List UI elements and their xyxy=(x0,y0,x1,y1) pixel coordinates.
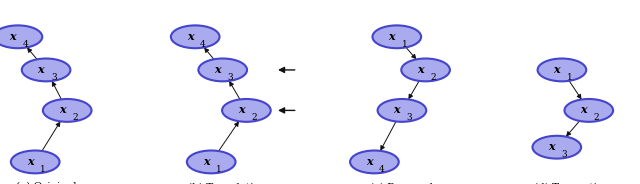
Text: x: x xyxy=(548,141,555,152)
Text: x: x xyxy=(187,31,193,42)
Ellipse shape xyxy=(378,99,426,122)
Text: (c) Reversal: (c) Reversal xyxy=(371,182,433,184)
Text: 3: 3 xyxy=(407,113,412,122)
Ellipse shape xyxy=(198,59,247,81)
Ellipse shape xyxy=(11,151,60,173)
Ellipse shape xyxy=(532,136,581,159)
Ellipse shape xyxy=(43,99,92,122)
Text: x: x xyxy=(214,64,221,75)
Text: x: x xyxy=(27,156,33,167)
Ellipse shape xyxy=(350,151,399,173)
Text: x: x xyxy=(388,31,395,42)
Text: 2: 2 xyxy=(431,73,436,82)
Text: x: x xyxy=(366,156,372,167)
Ellipse shape xyxy=(538,59,586,81)
Ellipse shape xyxy=(222,99,271,122)
Ellipse shape xyxy=(187,151,236,173)
Text: 3: 3 xyxy=(562,150,567,159)
Text: 1: 1 xyxy=(216,165,221,174)
Text: x: x xyxy=(38,64,44,75)
Text: x: x xyxy=(238,104,244,115)
Text: 1: 1 xyxy=(402,40,407,49)
Text: (d) Truncation: (d) Truncation xyxy=(534,182,609,184)
Text: 1: 1 xyxy=(567,73,572,82)
Ellipse shape xyxy=(0,25,42,48)
Ellipse shape xyxy=(22,59,70,81)
Ellipse shape xyxy=(401,59,450,81)
Ellipse shape xyxy=(372,25,421,48)
Text: 2: 2 xyxy=(252,113,257,122)
Text: 2: 2 xyxy=(72,113,77,122)
Text: x: x xyxy=(59,104,65,115)
Text: (a) Original: (a) Original xyxy=(16,182,76,184)
Text: x: x xyxy=(203,156,209,167)
Text: 4: 4 xyxy=(380,165,385,174)
Text: x: x xyxy=(417,64,424,75)
Text: 4: 4 xyxy=(200,40,205,49)
Text: x: x xyxy=(554,64,560,75)
Text: 3: 3 xyxy=(228,73,233,82)
Text: 4: 4 xyxy=(23,40,28,49)
Ellipse shape xyxy=(171,25,220,48)
Text: x: x xyxy=(10,31,16,42)
Text: 1: 1 xyxy=(40,165,45,174)
Text: 3: 3 xyxy=(51,73,56,82)
Text: x: x xyxy=(394,104,400,115)
Text: x: x xyxy=(580,104,587,115)
Text: 2: 2 xyxy=(594,113,599,122)
Text: (b) Translation: (b) Translation xyxy=(188,182,266,184)
Ellipse shape xyxy=(564,99,613,122)
